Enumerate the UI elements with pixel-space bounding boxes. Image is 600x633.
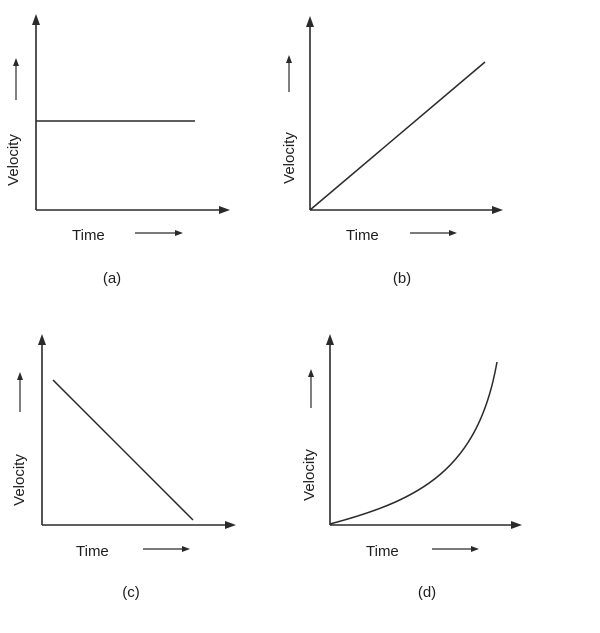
right-arrow-icon	[143, 546, 190, 552]
panel-d: Velocity Time (d)	[301, 334, 522, 601]
panel-label: (d)	[418, 584, 436, 601]
y-axis-arrowhead-icon	[306, 16, 314, 27]
panel-c: Velocity Time (c)	[11, 334, 236, 601]
up-arrow-icon	[286, 55, 292, 92]
panel-label: (b)	[393, 270, 411, 287]
x-axis-arrowhead-icon	[492, 206, 503, 214]
y-axis-arrowhead-icon	[38, 334, 46, 345]
up-arrow-icon	[308, 369, 314, 408]
velocity-curve-decreasing	[52, 379, 194, 521]
x-axis-label: Time	[366, 543, 399, 560]
x-axis-label: Time	[72, 227, 105, 244]
velocity-curve-exponential	[329, 361, 498, 525]
right-arrow-icon	[432, 546, 479, 552]
x-axis-arrowhead-icon	[219, 206, 230, 214]
panel-a: Velocity Time (a)	[5, 14, 230, 287]
x-axis-arrowhead-icon	[225, 521, 236, 529]
x-axis-arrowhead-icon	[511, 521, 522, 529]
right-arrow-icon	[135, 230, 183, 236]
panel-label: (c)	[122, 584, 140, 601]
x-axis-label: Time	[76, 543, 109, 560]
right-arrow-icon	[410, 230, 457, 236]
y-axis-arrowhead-icon	[32, 14, 40, 25]
panel-b: Velocity Time (b)	[281, 16, 503, 287]
y-axis-arrowhead-icon	[326, 334, 334, 345]
y-axis-label: Velocity	[5, 134, 22, 186]
y-axis-label: Velocity	[301, 449, 318, 501]
y-axis-label: Velocity	[11, 454, 28, 506]
panel-label: (a)	[103, 270, 121, 287]
y-axis-label: Velocity	[281, 132, 298, 184]
up-arrow-icon	[17, 372, 23, 412]
up-arrow-icon	[13, 58, 19, 100]
velocity-curve-increasing	[309, 61, 486, 211]
x-axis-label: Time	[346, 227, 379, 244]
